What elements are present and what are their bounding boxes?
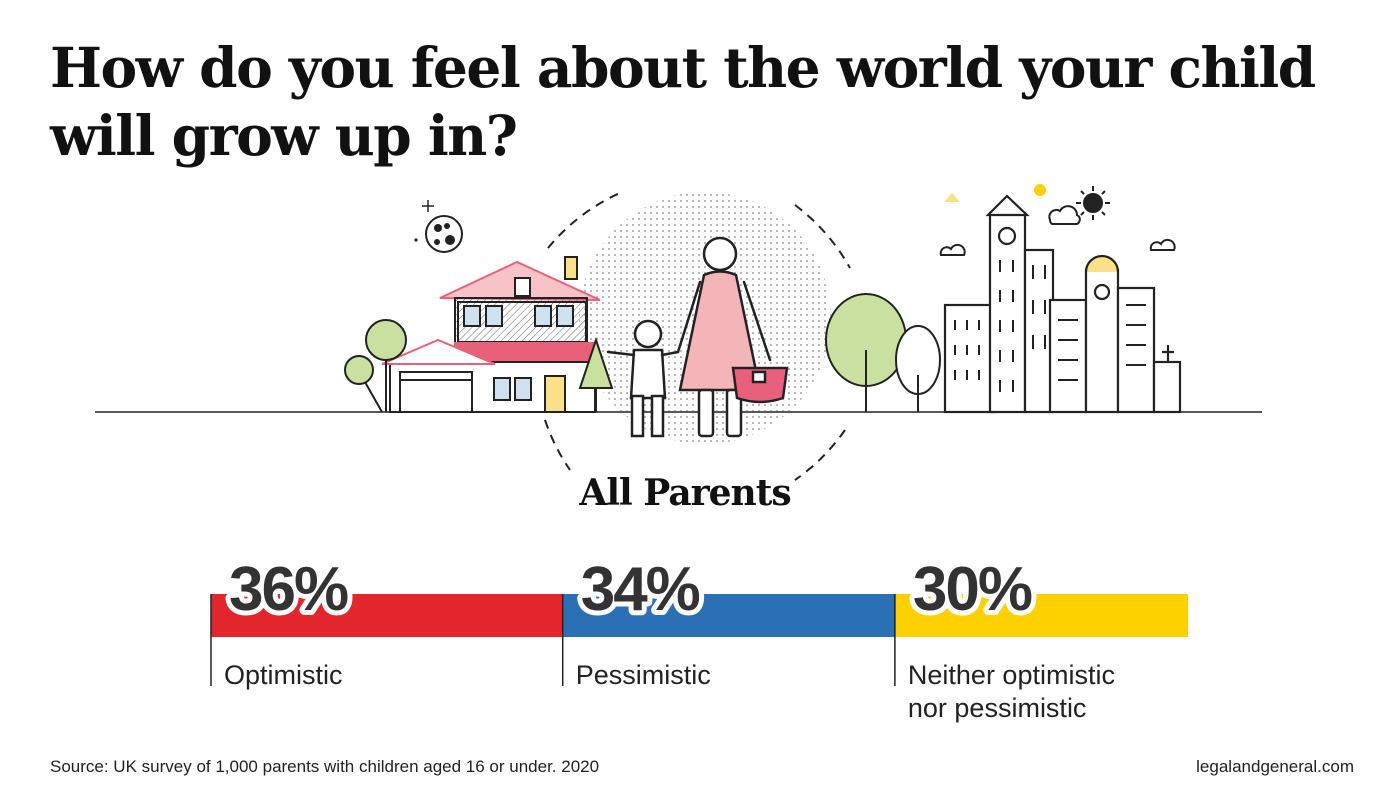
moon-icon bbox=[414, 200, 463, 253]
house-trees bbox=[344, 319, 614, 413]
dashed-circle bbox=[544, 191, 851, 481]
bar-segment-1 bbox=[211, 594, 563, 637]
category-label-3-line-1: Neither optimistic bbox=[908, 660, 1115, 690]
title-line-2: will grow up in? bbox=[50, 103, 518, 168]
value-label-2: 34% bbox=[581, 555, 700, 624]
chart-title: How do you feel about the world your chi… bbox=[50, 34, 1350, 170]
house-icon bbox=[381, 256, 601, 413]
city-skyline-icon bbox=[943, 194, 1182, 414]
child-figure bbox=[606, 319, 680, 438]
value-label-3: 30% bbox=[913, 555, 1032, 624]
site-url: legalandgeneral.com bbox=[1196, 757, 1354, 776]
value-label-1: 36% bbox=[229, 555, 348, 624]
title-line-1: How do you feel about the world your chi… bbox=[50, 35, 1316, 100]
mother-figure bbox=[676, 236, 789, 438]
source-note: Source: UK survey of 1,000 parents with … bbox=[50, 757, 600, 776]
category-label-2: Pessimistic bbox=[576, 660, 711, 690]
category-label-1: Optimistic bbox=[224, 660, 343, 690]
city-trees bbox=[825, 293, 941, 412]
bar-segment-3 bbox=[894, 594, 1188, 637]
category-label-3-line-2: nor pessimistic bbox=[908, 693, 1087, 723]
weather-icons bbox=[939, 184, 1176, 256]
bar-segment-2 bbox=[562, 594, 895, 637]
group-label: All Parents bbox=[579, 472, 791, 514]
